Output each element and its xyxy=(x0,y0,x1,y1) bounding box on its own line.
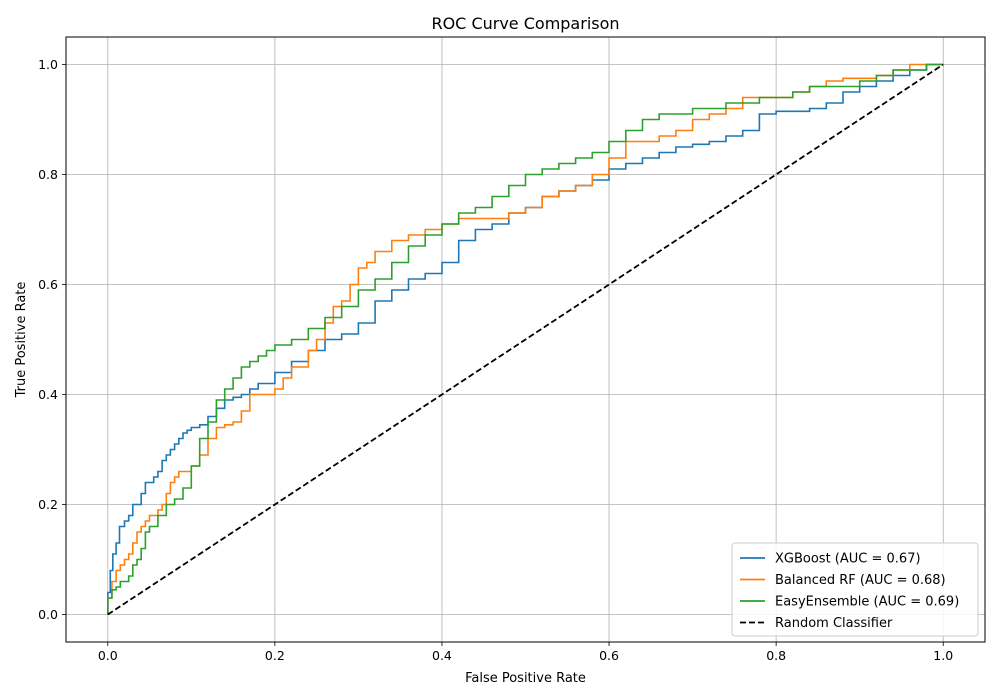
y-tick-label: 0.8 xyxy=(38,167,58,182)
series-line-0 xyxy=(107,63,944,615)
plot-frame xyxy=(65,36,986,643)
x-tick-label: 0.0 xyxy=(98,648,118,663)
y-tick-label: 0.6 xyxy=(38,277,58,292)
y-tick-label: 0.2 xyxy=(38,497,58,512)
legend-box xyxy=(731,542,979,637)
legend-label: EasyEnsemble (AUC = 0.69) xyxy=(775,595,959,610)
axis-ticks: 0.0 0.2 0.4 0.6 0.8 1.0 0.0 0.2 0.4 0.6 0.8 1.0 xyxy=(38,57,953,663)
legend-label: Balanced RF (AUC = 0.68) xyxy=(775,573,946,588)
x-axis-label: False Positive Rate xyxy=(465,671,586,686)
y-tick-label: 1.0 xyxy=(38,57,58,72)
legend: XGBoost (AUC = 0.67) Balanced RF (AUC = 0… xyxy=(731,542,979,637)
x-tick-label: 0.6 xyxy=(599,648,619,663)
x-tick-label: 0.8 xyxy=(766,648,786,663)
series-line-3 xyxy=(107,63,944,616)
y-tick-label: 0.0 xyxy=(38,607,58,622)
legend-label: Random Classifier xyxy=(775,616,893,631)
x-tick-label: 1.0 xyxy=(933,648,953,663)
legend-label: XGBoost (AUC = 0.67) xyxy=(775,552,921,567)
chart-title: ROC Curve Comparison xyxy=(431,14,619,33)
y-axis-label: True Positive Rate xyxy=(14,282,29,399)
x-tick-label: 0.4 xyxy=(432,648,452,663)
series-line-1 xyxy=(107,63,944,615)
y-tick-label: 0.4 xyxy=(38,387,58,402)
series-lines xyxy=(107,63,944,616)
series-line-2 xyxy=(107,63,944,615)
x-tick-label: 0.2 xyxy=(265,648,285,663)
